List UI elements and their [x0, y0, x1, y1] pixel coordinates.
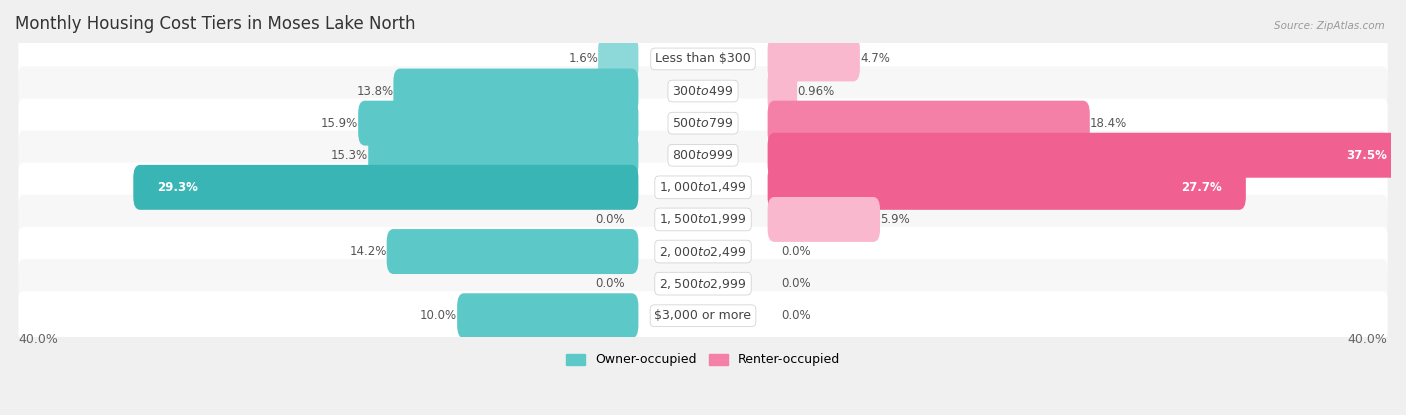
Text: 0.0%: 0.0%	[780, 277, 811, 290]
FancyBboxPatch shape	[18, 66, 1388, 116]
Text: 37.5%: 37.5%	[1346, 149, 1386, 162]
Text: 40.0%: 40.0%	[1348, 333, 1388, 347]
Text: $300 to $499: $300 to $499	[672, 85, 734, 98]
FancyBboxPatch shape	[134, 165, 638, 210]
Text: 27.7%: 27.7%	[1181, 181, 1222, 194]
Text: 0.0%: 0.0%	[780, 309, 811, 322]
FancyBboxPatch shape	[768, 165, 1246, 210]
Text: 18.4%: 18.4%	[1090, 117, 1128, 129]
Text: 4.7%: 4.7%	[860, 52, 890, 66]
FancyBboxPatch shape	[457, 293, 638, 338]
Text: 10.0%: 10.0%	[420, 309, 457, 322]
FancyBboxPatch shape	[359, 101, 638, 146]
FancyBboxPatch shape	[368, 133, 638, 178]
Text: Source: ZipAtlas.com: Source: ZipAtlas.com	[1274, 21, 1385, 31]
FancyBboxPatch shape	[768, 68, 797, 114]
Text: $3,000 or more: $3,000 or more	[655, 309, 751, 322]
Text: Less than $300: Less than $300	[655, 52, 751, 66]
FancyBboxPatch shape	[598, 37, 638, 81]
Text: Monthly Housing Cost Tiers in Moses Lake North: Monthly Housing Cost Tiers in Moses Lake…	[15, 15, 416, 33]
FancyBboxPatch shape	[768, 133, 1406, 178]
Text: $1,000 to $1,499: $1,000 to $1,499	[659, 181, 747, 194]
Text: $2,500 to $2,999: $2,500 to $2,999	[659, 277, 747, 290]
FancyBboxPatch shape	[18, 34, 1388, 84]
Text: $2,000 to $2,499: $2,000 to $2,499	[659, 244, 747, 259]
Text: $800 to $999: $800 to $999	[672, 149, 734, 162]
Text: $1,500 to $1,999: $1,500 to $1,999	[659, 212, 747, 227]
Text: 5.9%: 5.9%	[880, 213, 910, 226]
Text: 0.96%: 0.96%	[797, 85, 834, 98]
FancyBboxPatch shape	[18, 98, 1388, 148]
Text: 0.0%: 0.0%	[780, 245, 811, 258]
Text: 40.0%: 40.0%	[18, 333, 58, 347]
Text: 14.2%: 14.2%	[349, 245, 387, 258]
Text: 0.0%: 0.0%	[595, 213, 626, 226]
Text: $500 to $799: $500 to $799	[672, 117, 734, 129]
FancyBboxPatch shape	[394, 68, 638, 114]
Text: 0.0%: 0.0%	[595, 277, 626, 290]
FancyBboxPatch shape	[18, 131, 1388, 180]
FancyBboxPatch shape	[18, 227, 1388, 276]
Text: 1.6%: 1.6%	[568, 52, 598, 66]
FancyBboxPatch shape	[18, 163, 1388, 212]
Legend: Owner-occupied, Renter-occupied: Owner-occupied, Renter-occupied	[561, 349, 845, 371]
Text: 15.9%: 15.9%	[321, 117, 359, 129]
Text: 29.3%: 29.3%	[157, 181, 198, 194]
FancyBboxPatch shape	[18, 195, 1388, 244]
FancyBboxPatch shape	[18, 291, 1388, 340]
FancyBboxPatch shape	[768, 101, 1090, 146]
FancyBboxPatch shape	[768, 197, 880, 242]
Text: 13.8%: 13.8%	[356, 85, 394, 98]
FancyBboxPatch shape	[387, 229, 638, 274]
FancyBboxPatch shape	[18, 259, 1388, 308]
Text: 15.3%: 15.3%	[330, 149, 368, 162]
FancyBboxPatch shape	[768, 37, 860, 81]
